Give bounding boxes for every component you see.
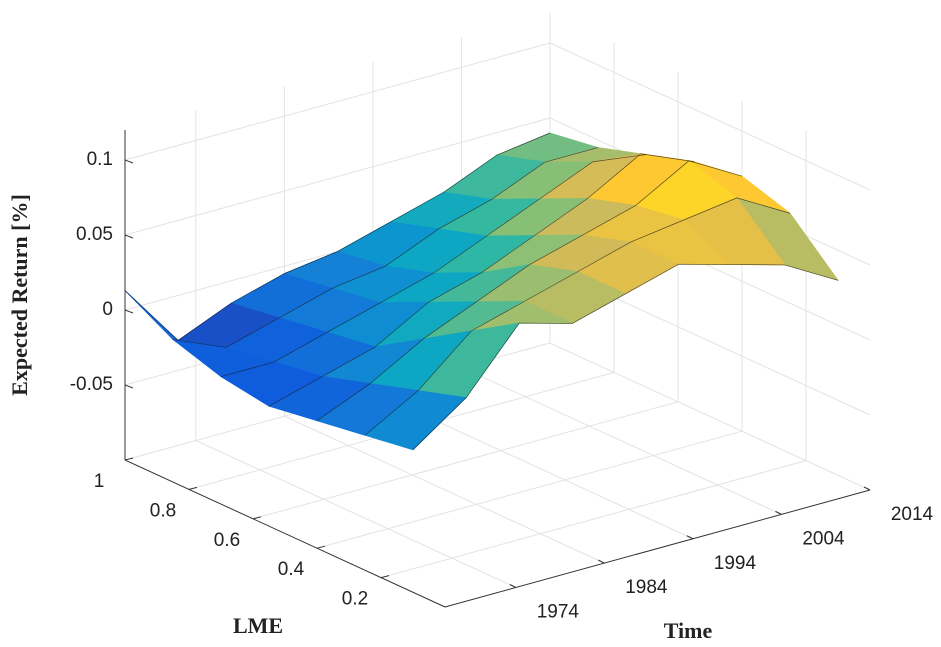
x-tick: [775, 510, 782, 515]
surface-line: [124, 132, 551, 341]
y-tick: [316, 545, 326, 549]
grid-line: [195, 440, 517, 588]
surface-line: [316, 160, 743, 421]
grid-line: [380, 460, 807, 579]
grid-line: [461, 366, 782, 515]
grid-line: [124, 42, 551, 161]
y-tick-label: 0.4: [278, 559, 305, 580]
x-tick-label: 2004: [802, 528, 845, 549]
y-tick-label: 0.2: [342, 589, 368, 610]
y-tick: [124, 457, 134, 461]
grid-line: [549, 342, 871, 491]
y-tick-label: 0.6: [214, 530, 240, 551]
y-axis: [124, 459, 446, 608]
x-tick-label: 1974: [537, 602, 580, 623]
z-tick-label: 0.1: [87, 149, 113, 170]
y-tick: [252, 516, 262, 520]
y-tick-label: 0.8: [150, 500, 176, 521]
x-axis-label: Time: [664, 618, 713, 643]
grid-line: [252, 401, 679, 520]
x-tick: [598, 559, 605, 564]
surface-line: [220, 154, 647, 377]
grid-line: [316, 430, 743, 549]
surface-line: [364, 197, 791, 436]
z-tick: [124, 234, 134, 239]
z-tick-label: -0.05: [70, 374, 113, 395]
surface: [124, 132, 839, 451]
z-tick: [124, 309, 134, 314]
x-tick-label: 2014: [891, 504, 934, 525]
grid-line: [124, 117, 551, 236]
y-tick: [188, 486, 198, 490]
axes: -0.05 0 0.05 0.1 0.2 0.4 0.6 0.8 1 1974 1984 1994 20…: [70, 130, 934, 623]
grid-line: [549, 42, 871, 191]
z-tick-label: 0.05: [76, 224, 113, 245]
grid-line: [284, 415, 605, 564]
x-tick: [686, 535, 694, 540]
y-tick-label: 1: [94, 471, 105, 492]
surface-line: [412, 263, 839, 451]
z-axis-label: Expected Return [%]: [7, 194, 32, 396]
z-tick-label: 0: [102, 299, 113, 320]
x-tick-label: 1984: [625, 577, 668, 598]
x-tick: [863, 486, 871, 491]
y-tick: [380, 575, 390, 579]
z-tick: [124, 159, 134, 164]
x-tick-label: 1994: [714, 553, 757, 574]
z-tick: [124, 384, 134, 389]
surface-line: [268, 153, 695, 407]
x-tick: [509, 584, 517, 588]
surface-line: [172, 147, 599, 348]
y-axis-label: LME: [233, 613, 283, 638]
